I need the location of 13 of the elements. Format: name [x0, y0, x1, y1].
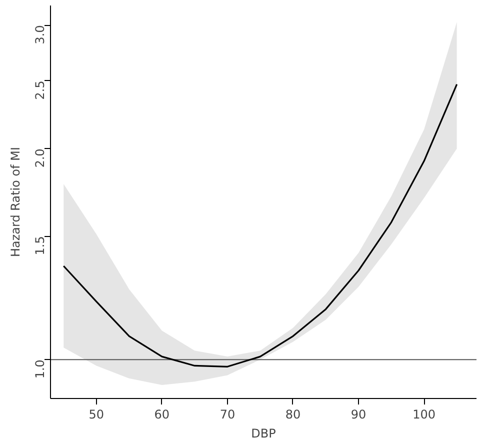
x-axis-title: DBP — [251, 426, 276, 440]
x-tick-label: 90 — [350, 408, 366, 422]
y-axis-title: Hazard Ratio of MI — [8, 146, 22, 258]
x-tick-label: 60 — [154, 408, 170, 422]
y-tick-label: 1.0 — [33, 360, 47, 379]
x-tick-label: 50 — [88, 408, 104, 422]
x-tick-label: 70 — [220, 408, 236, 422]
y-tick-label: 3.0 — [33, 25, 47, 44]
x-tick-label: 80 — [285, 408, 301, 422]
y-tick-label: 1.5 — [33, 236, 47, 256]
y-tick-label: 2.5 — [33, 80, 47, 100]
x-tick-label: 100 — [412, 408, 436, 422]
y-tick-label: 2.0 — [33, 148, 47, 168]
